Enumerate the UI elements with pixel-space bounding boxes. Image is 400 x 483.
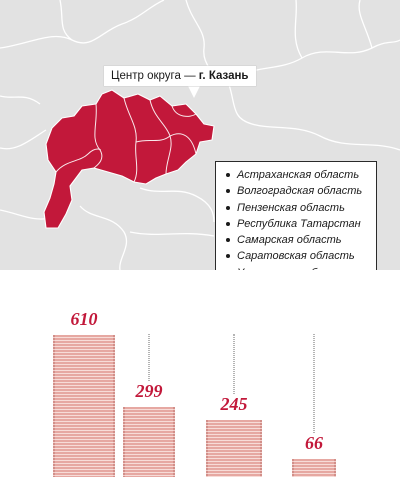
region-name: Астраханская область xyxy=(237,169,360,181)
region-list-item: Волгоградская область xyxy=(225,183,372,199)
bullet-icon xyxy=(226,238,230,243)
region-list-item: Ульяновская область xyxy=(225,265,372,270)
region-name: Республика Татарстан xyxy=(237,217,361,230)
region-list-item: Астраханская область xyxy=(225,167,372,183)
bullet-icon xyxy=(226,254,230,259)
stat-leader-line xyxy=(148,334,150,385)
bullet-icon xyxy=(226,205,230,210)
region-borders xyxy=(0,0,400,270)
stat-leader-line xyxy=(233,334,235,398)
paper-stack-bar xyxy=(292,459,336,477)
stat-value: 610 xyxy=(68,309,100,330)
stat-value: 299 xyxy=(133,381,165,402)
region-name: Самарская область xyxy=(237,234,342,247)
paper-stack-bar xyxy=(123,407,175,477)
bullet-icon xyxy=(226,221,230,226)
map-graphic xyxy=(0,0,400,270)
volga-district-area xyxy=(43,89,215,229)
stat-value: 245 xyxy=(218,394,250,415)
callout-prefix: Центр округа — xyxy=(111,70,199,82)
paper-stack-bar xyxy=(53,335,115,477)
bullet-icon xyxy=(226,189,230,194)
region-name: Саратовская область xyxy=(237,250,355,263)
district-map: Центр округа — г. Казань Астраханская об… xyxy=(0,0,400,270)
paper-stack-bar xyxy=(206,420,262,477)
region-name: Ульяновская область xyxy=(237,267,350,270)
region-name: Волгоградская область xyxy=(237,185,363,198)
region-name: Пензенская область xyxy=(237,201,345,214)
regions-list: Астраханская область Волгоградская област… xyxy=(225,167,372,270)
region-list-item: Саратовская область xyxy=(225,248,372,264)
stat-leader-line xyxy=(313,334,315,437)
bullet-icon xyxy=(226,173,230,177)
stat-value: 66 xyxy=(303,433,325,454)
regions-legend: Астраханская область Волгоградская област… xyxy=(215,161,377,270)
callout-pointer xyxy=(188,86,200,98)
region-list-item: Пензенская область xyxy=(225,200,372,216)
region-list-item: Самарская область xyxy=(225,232,372,248)
region-list-item: Республика Татарстан xyxy=(225,216,372,232)
callout-city: г. Казань xyxy=(198,70,249,82)
district-center-callout: Центр округа — г. Казань xyxy=(104,66,256,86)
